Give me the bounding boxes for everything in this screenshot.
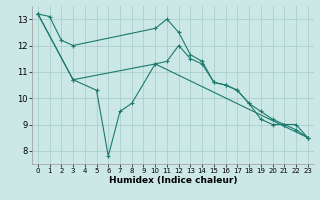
X-axis label: Humidex (Indice chaleur): Humidex (Indice chaleur) bbox=[108, 176, 237, 185]
